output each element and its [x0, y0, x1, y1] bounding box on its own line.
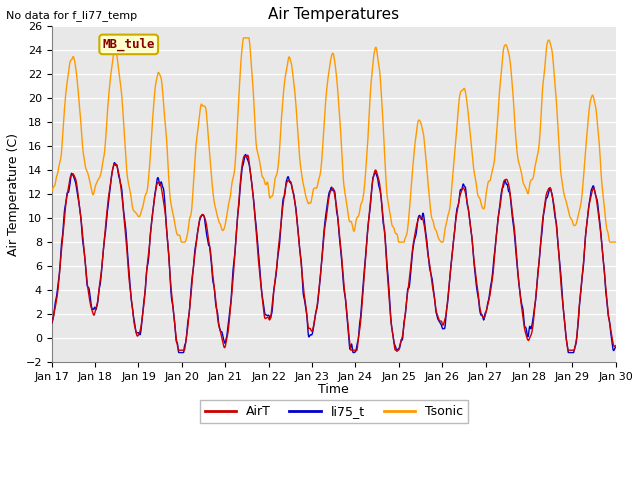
- X-axis label: Time: Time: [318, 384, 349, 396]
- Title: Air Temperatures: Air Temperatures: [268, 7, 399, 22]
- Legend: AirT, li75_t, Tsonic: AirT, li75_t, Tsonic: [200, 400, 468, 423]
- Y-axis label: Air Temperature (C): Air Temperature (C): [7, 132, 20, 255]
- Text: No data for f_li77_temp: No data for f_li77_temp: [6, 10, 138, 21]
- Text: MB_tule: MB_tule: [102, 38, 155, 51]
